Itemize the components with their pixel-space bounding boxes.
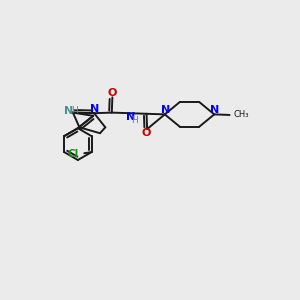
Text: CH₃: CH₃ bbox=[234, 110, 250, 119]
Text: N: N bbox=[161, 105, 170, 115]
Text: H: H bbox=[131, 116, 138, 125]
Text: O: O bbox=[108, 88, 117, 98]
Text: N: N bbox=[210, 105, 220, 115]
Text: N: N bbox=[90, 104, 99, 114]
Text: N: N bbox=[126, 112, 135, 122]
Text: O: O bbox=[142, 128, 151, 138]
Text: H: H bbox=[72, 106, 78, 115]
Text: N: N bbox=[64, 106, 74, 116]
Text: Cl: Cl bbox=[68, 148, 79, 158]
